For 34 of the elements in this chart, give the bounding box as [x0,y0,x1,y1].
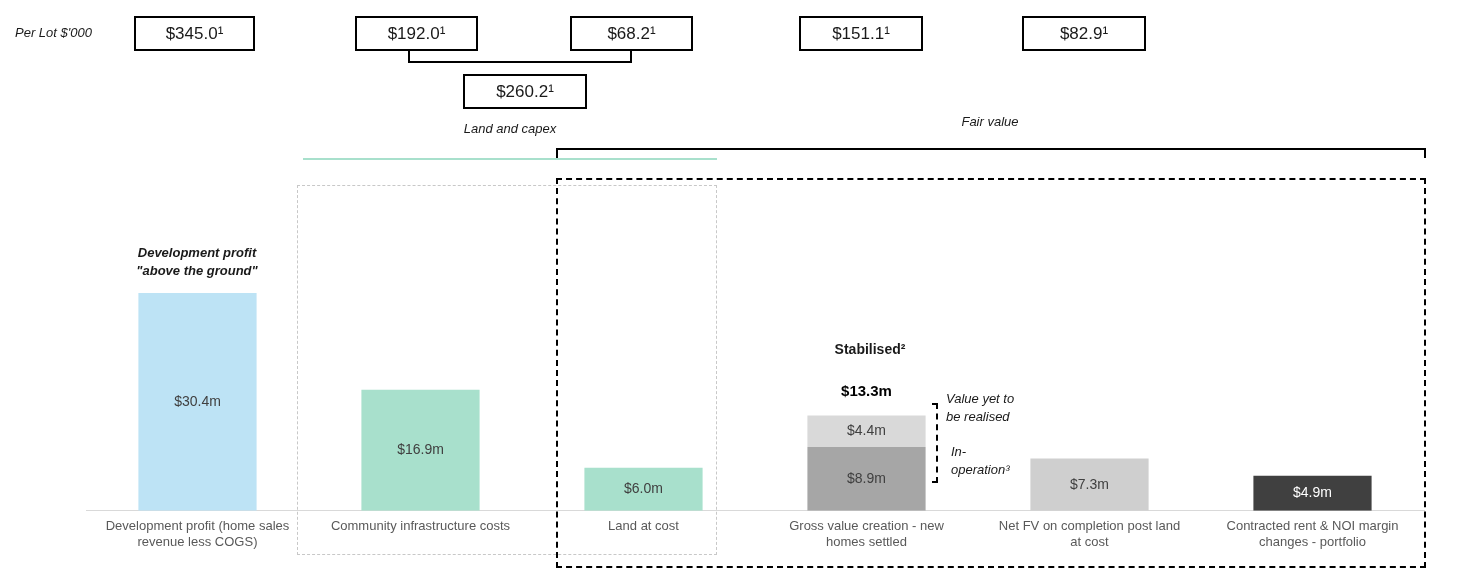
data-label: $30.4m [174,392,221,409]
x-tick-label: Community infrastructure costs [330,518,511,534]
x-tick-label: Land at cost [608,518,680,534]
bar [584,467,703,511]
data-label: $4.9m [1293,484,1332,501]
text: Fair value [960,113,1020,131]
data-label: $8.9m [847,469,886,486]
text: $345.0¹ [134,16,255,51]
data-label: $7.3m [1070,475,1109,492]
text: $68.2¹ [570,16,693,51]
annotation: Value yet to be realised [946,390,1016,427]
text: $260.2¹ [463,74,587,109]
text: Development profit "above the ground" [135,244,259,281]
total-label: $13.3m [841,382,892,400]
bar [807,447,926,511]
bar [807,415,926,448]
x-tick-label: Development profit (home sales revenue less COGS) [105,518,290,549]
text: $151.1¹ [799,16,923,51]
data-label: $16.9m [397,441,444,458]
data-label: $6.0m [624,480,663,497]
text: Per Lot $'000 [15,24,93,42]
bar [361,389,480,511]
bar [138,292,257,511]
annotation: Stabilised² [833,340,907,359]
x-tick-label: Gross value creation - new homes settled [789,518,945,549]
bar [1030,458,1149,511]
text: $82.9¹ [1022,16,1146,51]
bar [1253,475,1372,511]
data-label: $4.4m [847,422,886,439]
x-tick-label: Net FV on completion post land at cost [998,518,1181,549]
annotation: In-operation³ [951,443,1011,480]
text: Land and capex [462,120,558,138]
x-tick-label: Contracted rent & NOI margin changes - portfolio [1226,518,1399,549]
text: $192.0¹ [355,16,478,51]
